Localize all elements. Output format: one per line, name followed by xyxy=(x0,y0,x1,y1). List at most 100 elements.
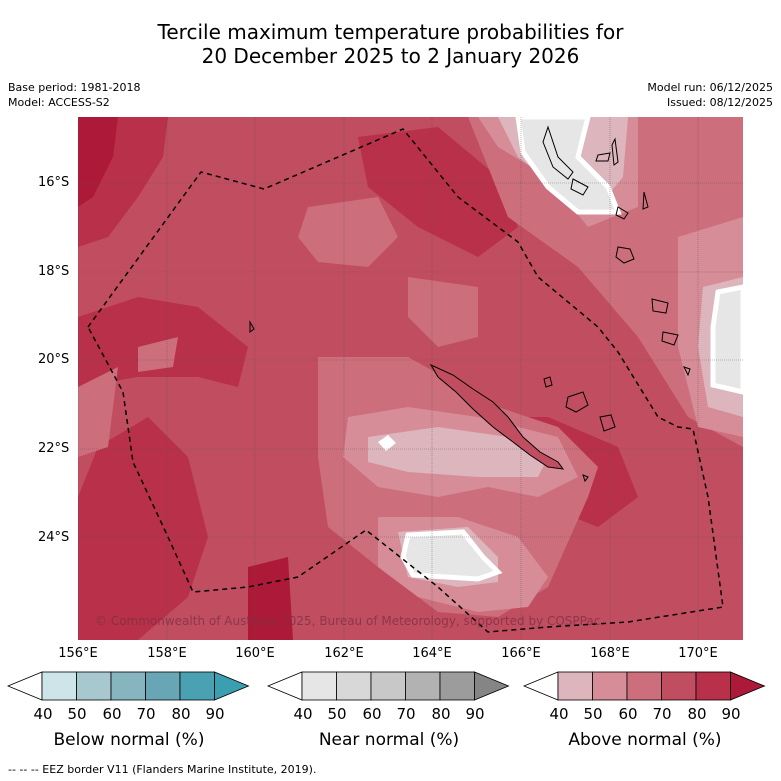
above-segment-under xyxy=(522,671,559,701)
title-line-2: 20 December 2025 to 2 January 2026 xyxy=(201,44,580,68)
meta-left: Base period: 1981-2018 Model: ACCESS-S2 xyxy=(8,80,140,110)
tick-below-90: 90 xyxy=(205,705,225,723)
island-ouvea xyxy=(543,376,553,388)
tick-below-50: 50 xyxy=(67,705,87,723)
tick-below-80: 80 xyxy=(171,705,191,723)
colorbars xyxy=(6,671,766,701)
near-segment-60 xyxy=(370,671,406,701)
tick-below-40: 40 xyxy=(33,705,53,723)
lon-label-164e: 164°E xyxy=(412,646,452,661)
island-efate xyxy=(615,246,635,264)
tick-above-90: 90 xyxy=(721,705,741,723)
probability-map: © Commonwealth of Australia 2025, Bureau… xyxy=(78,117,743,640)
contour-90-s xyxy=(248,557,293,640)
copyright-notice: © Commonwealth of Australia 2025, Bureau… xyxy=(95,614,601,628)
chart-title: Tercile maximum temperature probabilitie… xyxy=(0,20,781,68)
contour-60-70-c2 xyxy=(408,277,478,347)
island-lifou xyxy=(565,391,589,413)
map-canvas xyxy=(78,117,743,640)
lat-label-24s: 24°S xyxy=(38,530,70,545)
below-segment-70 xyxy=(145,671,181,701)
base-period: Base period: 1981-2018 xyxy=(8,81,141,94)
island-malekula xyxy=(570,178,589,196)
above-segment-40 xyxy=(557,671,593,701)
colorbar-above-label: Above normal (%) xyxy=(568,730,722,750)
model-run: Model run: 06/12/2025 xyxy=(647,81,773,94)
near-normal-patch-c xyxy=(378,435,396,451)
near-segment-80 xyxy=(439,671,475,701)
tick-near-60: 60 xyxy=(362,705,382,723)
tick-near-70: 70 xyxy=(396,705,416,723)
island-ile-des-pins xyxy=(582,474,589,483)
contour-60-70-w2 xyxy=(138,337,178,372)
above-segment-50 xyxy=(592,671,628,701)
below-segment-50 xyxy=(76,671,112,701)
island-ambae xyxy=(595,152,611,162)
island-mare xyxy=(599,414,616,432)
eez-footnote: -- -- -- EEZ border V11 (Flanders Marine… xyxy=(8,763,317,776)
above-segment-80 xyxy=(695,671,731,701)
near-segment-40 xyxy=(301,671,337,701)
lon-label-160e: 160°E xyxy=(235,646,275,661)
above-segment-over xyxy=(730,671,766,701)
lon-label-170e: 170°E xyxy=(678,646,718,661)
lat-label-22s: 22°S xyxy=(38,441,70,456)
lat-label-16s: 16°S xyxy=(38,175,70,190)
tick-near-50: 50 xyxy=(327,705,347,723)
tick-below-60: 60 xyxy=(102,705,122,723)
near-segment-over xyxy=(474,671,510,701)
lon-label-162e: 162°E xyxy=(324,646,364,661)
tick-above-40: 40 xyxy=(549,705,569,723)
near-segment-70 xyxy=(405,671,441,701)
island-maewo xyxy=(611,137,619,166)
issued-date: Issued: 08/12/2025 xyxy=(666,96,773,109)
contour-80-90-n xyxy=(358,127,518,257)
lat-label-18s: 18°S xyxy=(38,264,70,279)
gridlines xyxy=(78,117,743,640)
meta-right: Model run: 06/12/2025 Issued: 08/12/2025 xyxy=(647,80,773,110)
colorbar-below-normal xyxy=(6,671,250,701)
colorbar-near-label: Near normal (%) xyxy=(318,730,460,750)
tick-above-70: 70 xyxy=(652,705,672,723)
above-segment-60 xyxy=(626,671,662,701)
contour-80-90-sw xyxy=(78,417,208,640)
island-tanna xyxy=(661,331,679,346)
lon-label-156e: 156°E xyxy=(58,646,98,661)
contour-60-70-w xyxy=(78,367,118,457)
tick-below-70: 70 xyxy=(136,705,156,723)
tick-near-40: 40 xyxy=(293,705,313,723)
lon-label-158e: 158°E xyxy=(147,646,187,661)
colorbar-below-label: Below normal (%) xyxy=(53,730,205,750)
island-espiritu-santo xyxy=(542,125,574,180)
below-segment-over xyxy=(214,671,250,701)
near-normal-patch-e xyxy=(710,284,743,395)
eez-border xyxy=(87,128,724,633)
contour-40-50-c xyxy=(368,427,548,477)
near-segment-under xyxy=(266,671,303,701)
model-name: Model: ACCESS-S2 xyxy=(8,96,110,109)
title-line-1: Tercile maximum temperature probabilitie… xyxy=(157,20,624,44)
lon-label-166e: 166°E xyxy=(501,646,541,661)
island-new-caledonia xyxy=(429,363,565,470)
island-epi xyxy=(615,206,629,220)
island-aneityum xyxy=(683,366,691,377)
below-segment-80 xyxy=(179,671,215,701)
contour-60-70-ne xyxy=(468,117,743,447)
colorbar-near-normal xyxy=(266,671,510,701)
lat-label-20s: 20°S xyxy=(38,352,70,367)
island-chesterfield xyxy=(249,320,255,333)
tick-near-80: 80 xyxy=(431,705,451,723)
contour-90-nw xyxy=(78,117,118,207)
below-segment-40 xyxy=(41,671,77,701)
near-segment-50 xyxy=(336,671,372,701)
below-segment-60 xyxy=(110,671,146,701)
tick-above-60: 60 xyxy=(618,705,638,723)
island-ambrym xyxy=(642,191,649,210)
colorbar-above-normal xyxy=(522,671,766,701)
contour-60-70-nc xyxy=(298,197,398,267)
tick-above-80: 80 xyxy=(687,705,707,723)
tick-above-50: 50 xyxy=(583,705,603,723)
below-segment-under xyxy=(6,671,43,701)
lon-label-168e: 168°E xyxy=(590,646,630,661)
tick-near-90: 90 xyxy=(465,705,485,723)
